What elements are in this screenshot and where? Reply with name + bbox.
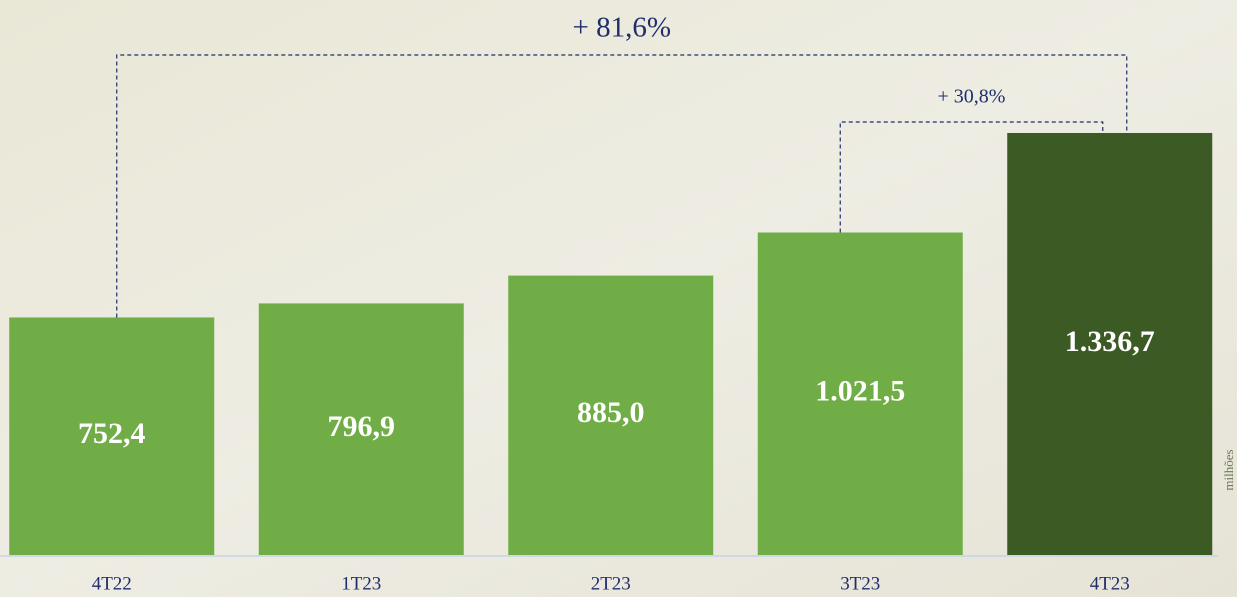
value-label: 796,9 bbox=[328, 410, 396, 443]
x-tick-label: 4T22 bbox=[92, 573, 132, 594]
annotation: + 30,8% bbox=[938, 86, 1006, 108]
value-label: 885,0 bbox=[577, 396, 645, 429]
value-label: 752,4 bbox=[78, 417, 146, 450]
x-tick-label: 3T23 bbox=[840, 573, 880, 594]
chart: milhões 752,4 4T22 796,9 1T23 885,0 2T23 1.021… bbox=[0, 0, 1237, 597]
unit-label: milhões bbox=[1221, 449, 1236, 490]
x-tick-label: 2T23 bbox=[591, 573, 631, 594]
annotation: + 81,6% bbox=[572, 12, 671, 44]
value-label: 1.336,7 bbox=[1065, 325, 1155, 358]
x-tick-label: 4T23 bbox=[1090, 573, 1130, 594]
value-label: 1.021,5 bbox=[815, 375, 905, 408]
x-tick-label: 1T23 bbox=[341, 573, 381, 594]
